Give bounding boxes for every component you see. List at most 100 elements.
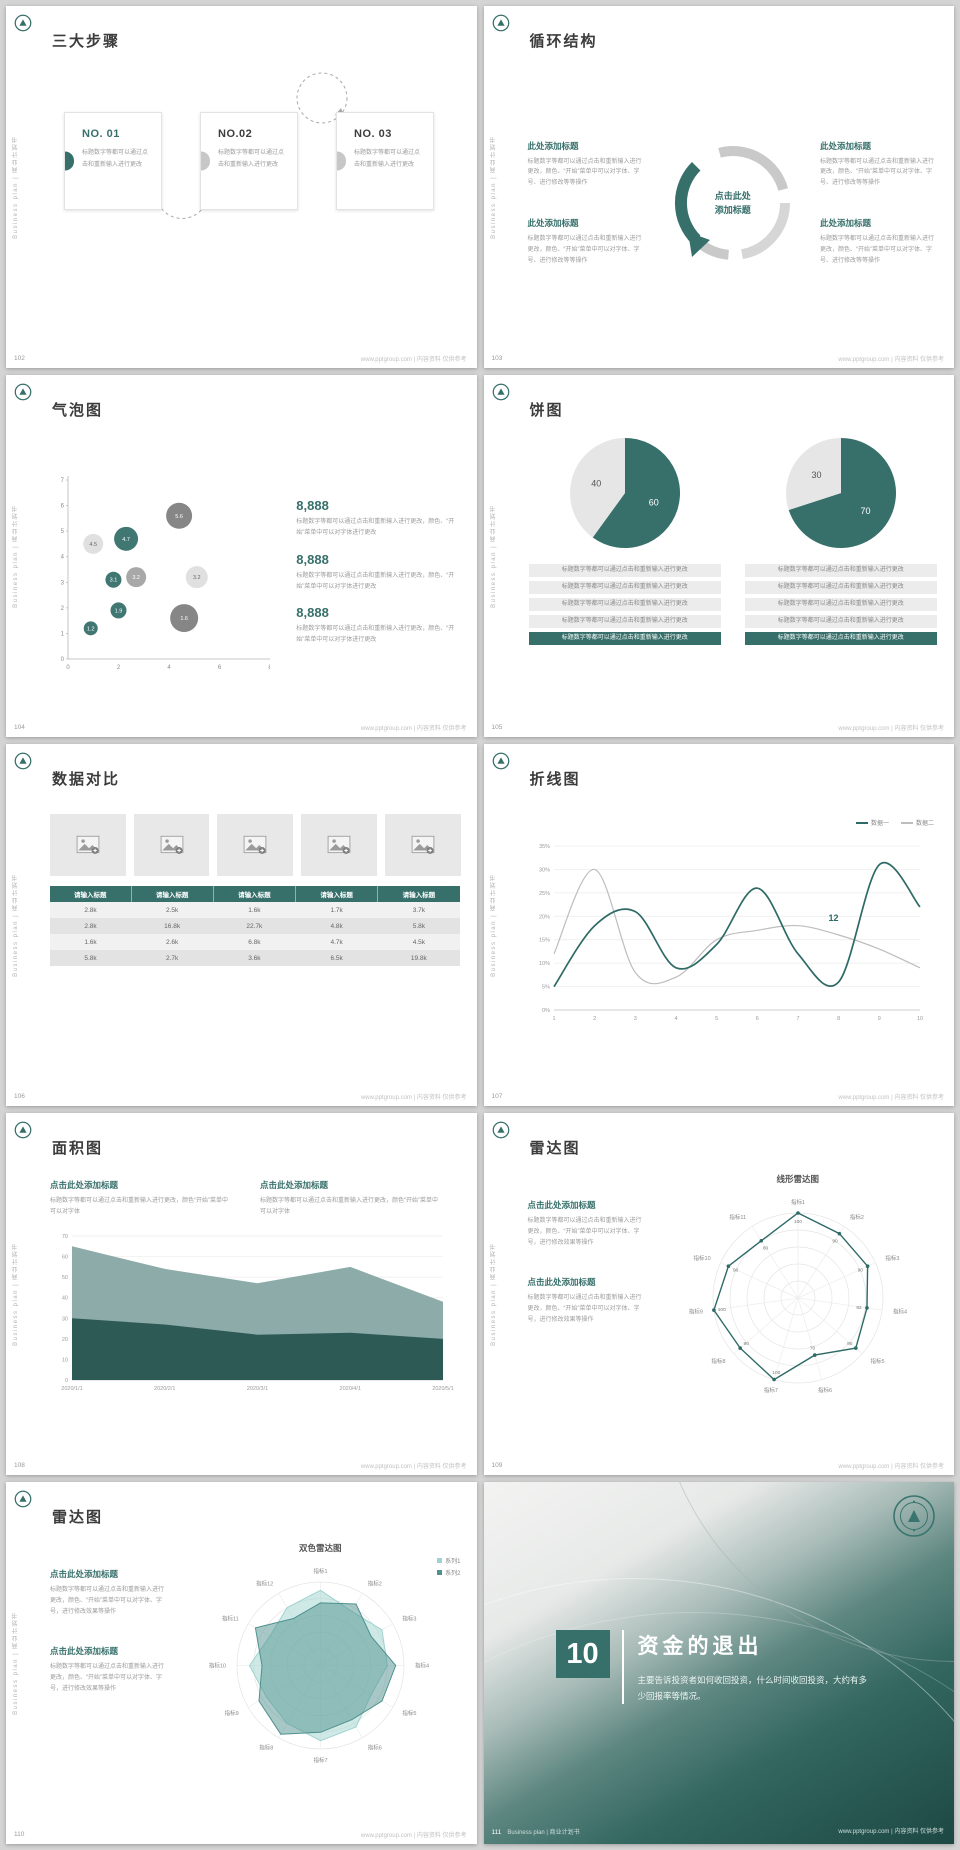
svg-text:5.6: 5.6 <box>175 513 183 519</box>
slide-109: Business plan | 商业计划书 雷达图 点击此处添加标题 标题数字等… <box>483 1113 954 1475</box>
pie-caption-rows: 标题数字等都可以通过点击和重新输入进行更改 标题数字等都可以通过点击和重新输入进… <box>744 560 937 645</box>
slide-side-label: Business plan | 商业计划书 <box>490 504 497 608</box>
chart-subtitle: 线形雷达图 <box>776 1174 819 1184</box>
brand-logo-icon <box>14 1490 32 1508</box>
caption-row: 标题数字等都可以通过点击和重新输入进行更改 <box>744 615 937 628</box>
svg-text:6: 6 <box>218 665 222 671</box>
table-cell: 2.8k <box>84 922 97 930</box>
svg-text:90: 90 <box>857 1268 863 1274</box>
cycle-block: 此处添加标题 标题数字等都可以通过点击和重新输入进行更改，颜色、“开始”菜单中可… <box>820 217 938 266</box>
radar-chart-column: 双色雷达图 系列1 系列2 指标1 指标2 指标3 指标4 指标5 指标6 指标7 指标8 指标… <box>180 1542 461 1816</box>
page-number: 105 <box>491 724 503 731</box>
svg-text:指标1: 指标1 <box>313 1567 327 1575</box>
slide-103: Business plan | 商业计划书 循环结构 此处添加标题 标题数字等都… <box>483 6 954 368</box>
svg-text:40: 40 <box>591 479 601 489</box>
section-text: 资金的退出 主要告诉投资者如何收回投资，什么时间收回投资，大约有多少回报率等情况… <box>621 1630 873 1705</box>
svg-text:90: 90 <box>847 1341 853 1347</box>
svg-text:100: 100 <box>772 1370 780 1376</box>
image-placeholder <box>384 814 461 876</box>
slide-side-label: Business plan | 商业计划书 <box>13 1611 19 1715</box>
svg-text:2020/4/1: 2020/4/1 <box>340 1386 361 1392</box>
svg-text:50: 50 <box>62 1275 68 1281</box>
svg-text:1: 1 <box>61 631 65 637</box>
svg-text:1: 1 <box>552 1016 555 1022</box>
slide-title: 数据对比 <box>52 771 121 788</box>
slide-title: 雷达图 <box>529 1140 581 1157</box>
brand-logo-icon <box>492 752 510 770</box>
svg-text:指标2: 指标2 <box>850 1213 864 1221</box>
block-body: 标题数字等都可以通过点击和重新输入进行更改，颜色、“开始”菜单中可以对字体、字号… <box>527 158 642 187</box>
stat-body: 标题数字等都可以通过点击和重新输入进行更改，颜色、“开始”菜单中可以对字体进行更… <box>296 572 455 590</box>
brand-logo-icon <box>492 383 510 401</box>
svg-text:7: 7 <box>61 478 65 484</box>
svg-text:指标9: 指标9 <box>689 1308 703 1316</box>
brand-logo-icon <box>14 383 32 401</box>
footer-site-text: www.pptgroup.com | 内容资料 仅供参考 <box>360 1464 467 1470</box>
svg-text:3.2: 3.2 <box>193 575 201 581</box>
svg-text:40: 40 <box>62 1295 68 1301</box>
block-title: 此处添加标题 <box>527 140 579 151</box>
legend-label: 数据一 <box>870 821 889 827</box>
block-body: 标题数字等都可以通过点击和重新输入进行更改，颜色、“开始”菜单中可以对字体、字号… <box>527 1218 642 1246</box>
cycle-left-column: 此处添加标题 标题数字等都可以通过点击和重新输入进行更改，颜色、“开始”菜单中可… <box>528 140 646 267</box>
svg-text:0: 0 <box>61 657 65 663</box>
image-placeholder <box>301 814 377 876</box>
text-block: 点击此处添加标题 标题数字等都可以通过点击和重新输入进行更改，颜色、“开始”菜单… <box>528 1199 644 1248</box>
table-row: 2.8k 2.5k 1.6k 1.7k 3.7k <box>50 902 460 918</box>
slide-side-label: Business plan | 商业计划书 <box>13 135 19 239</box>
svg-text:20%: 20% <box>538 914 549 920</box>
table-cell: 1.7k <box>330 906 343 914</box>
slide-107: Business plan | 商业计划书 折线图 数据一 数据二 0% 5% 10… <box>483 744 954 1106</box>
svg-text:指标5: 指标5 <box>870 1357 884 1365</box>
bubble-stats: 8,888 标题数字等都可以通过点击和重新输入进行更改，颜色、“开始”菜单中可以… <box>296 498 460 646</box>
svg-text:3: 3 <box>633 1016 636 1022</box>
table-cell: 2.5k <box>165 906 179 914</box>
pie-charts-section: 60 40 标题数字等都可以通过点击和重新输入进行更改 标题数字等都可以通过点击和… <box>528 435 939 709</box>
page-number: 104 <box>14 724 25 731</box>
cycle-block: 此处添加标题 标题数字等都可以通过点击和重新输入进行更改，颜色、“开始”菜单中可… <box>528 217 646 266</box>
svg-text:60: 60 <box>649 497 659 507</box>
step-number: NO. 03 <box>354 128 392 140</box>
slide-side-label: Business plan | 商业计划书 <box>13 504 19 608</box>
table-cell: 16.8k <box>164 922 181 930</box>
series-swatch-icon <box>900 822 913 825</box>
svg-text:2020/2/1: 2020/2/1 <box>154 1386 175 1392</box>
svg-text:9: 9 <box>877 1016 880 1022</box>
series-swatch-icon <box>437 1570 443 1575</box>
chart-subtitle: 双色雷达图 <box>298 1543 342 1553</box>
page-number: 102 <box>14 355 25 362</box>
stat-value: 8,888 <box>296 605 329 621</box>
brand-emblem-icon <box>892 1494 936 1538</box>
slide-110: Business plan | 商业计划书 雷达图 点击此处添加标题 标题数字等… <box>6 1482 477 1844</box>
series-swatch-icon <box>437 1558 443 1563</box>
line-chart-section: 数据一 数据二 0% 5% 10% 15% 20% 25% 30% 35% 1 2 3 4 5 6 7 8 9 1… <box>528 821 939 1078</box>
caption-row: 标题数字等都可以通过点击和重新输入进行更改 <box>528 598 721 611</box>
cycle-center-label: 点击此处添加标题 <box>714 190 751 215</box>
block-title: 此处添加标题 <box>527 218 579 228</box>
legend-item: 系列1 <box>437 1556 461 1565</box>
table-cell: 1.6k <box>248 906 261 914</box>
bubble-chart-section: 0 1 2 3 4 5 6 7 0 2 4 6 8 4.5 4.7 5.6 3.1 3.2 3.2 1.9 1.2 1.6… <box>50 435 461 709</box>
block-title: 点击此处添加标题 <box>527 1277 596 1288</box>
block-body: 标题数字等都可以通过点击和重新输入进行更改，颜色、“开始”菜单中可以对字体、字号… <box>50 1664 165 1692</box>
radar-section: 点击此处添加标题 标题数字等都可以通过点击和重新输入进行更改，颜色、“开始”菜单… <box>528 1173 939 1447</box>
slide-102: Business plan | 商业计划书 三大步骤 NO. 01 标题数字等都… <box>6 6 477 368</box>
svg-text:90: 90 <box>733 1268 739 1274</box>
step-card-3: NO. 03 标题数字等都可以通过点击和重新输入进行更改 <box>336 112 434 210</box>
svg-text:100: 100 <box>718 1307 726 1313</box>
table-row: 5.8k 2.7k 3.6k 6.5k 19.8k <box>50 950 460 966</box>
svg-text:6: 6 <box>61 503 65 509</box>
radar-section: 点击此处添加标题 标题数字等都可以通过点击和重新输入进行更改，颜色、“开始”菜单… <box>50 1542 461 1816</box>
step-text: 标题数字等都可以通过点击和重新输入进行更改 <box>82 150 149 168</box>
legend-label: 系列1 <box>445 1559 461 1565</box>
table-cell: 6.8k <box>248 938 261 946</box>
steps-row: NO. 01 标题数字等都可以通过点击和重新输入进行更改 NO.02 标题数字等… <box>50 66 461 210</box>
table-cell: 3.6k <box>248 954 261 962</box>
pie-chart-2: 70 30 <box>785 438 896 548</box>
footer-site-text: www.pptgroup.com | 内容资料 仅供参考 <box>838 1828 944 1835</box>
table-cell: 4.7k <box>330 938 343 946</box>
svg-text:2: 2 <box>117 665 121 671</box>
step-marker-icon <box>65 151 74 171</box>
svg-text:30: 30 <box>811 470 821 480</box>
